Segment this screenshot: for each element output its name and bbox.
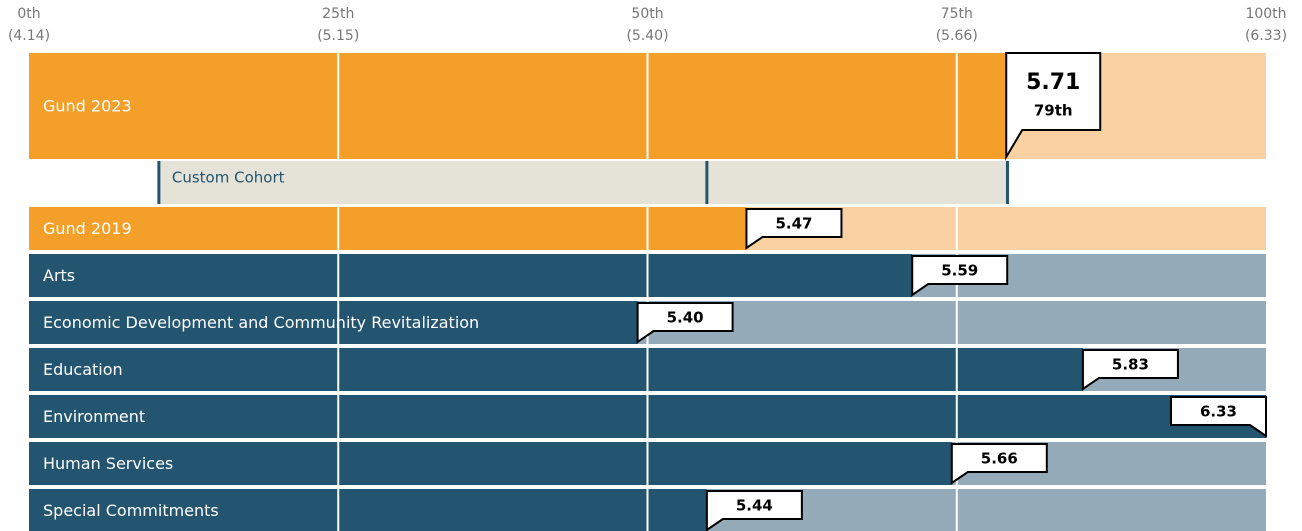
callout-score: 5.83 xyxy=(1112,356,1149,374)
x-tick-label: 0th xyxy=(17,6,40,22)
x-tick-score: (6.33) xyxy=(1245,28,1287,44)
cohort-band xyxy=(158,161,1008,204)
bar xyxy=(29,254,913,297)
x-tick-score: (4.14) xyxy=(8,28,50,44)
x-tick-label: 75th xyxy=(941,6,973,22)
callout-box xyxy=(1081,349,1179,391)
callout-box xyxy=(705,490,803,531)
row-label: Special Commitments xyxy=(43,501,219,520)
callout-score: 5.47 xyxy=(775,215,812,233)
bar xyxy=(29,348,1083,391)
callout-percentile: 79th xyxy=(1034,102,1073,120)
callout-score: 5.44 xyxy=(736,497,773,515)
callout-box xyxy=(1170,396,1267,438)
callout-box xyxy=(911,255,1009,297)
row-label: Gund 2019 xyxy=(43,219,132,238)
bar xyxy=(29,301,638,344)
bar xyxy=(29,489,707,531)
callout-score: 5.66 xyxy=(981,450,1018,468)
row-label: Gund 2023 xyxy=(43,97,132,116)
x-tick-label: 25th xyxy=(322,6,354,22)
callout-box xyxy=(745,208,843,250)
callout-box xyxy=(950,443,1048,485)
bar xyxy=(29,207,747,250)
callout-box xyxy=(636,302,734,344)
row-label: Arts xyxy=(43,266,75,285)
callout-score: 5.71 xyxy=(1026,70,1080,95)
callout-box xyxy=(1005,52,1102,161)
callout-score: 5.40 xyxy=(667,309,704,327)
x-tick-label: 50th xyxy=(631,6,663,22)
row-label: Economic Development and Community Revit… xyxy=(43,313,479,332)
x-tick-label: 100th xyxy=(1245,6,1286,22)
x-tick-score: (5.40) xyxy=(626,28,668,44)
bar xyxy=(29,442,952,485)
cohort-label: Custom Cohort xyxy=(172,169,285,187)
row-label: Environment xyxy=(43,407,145,426)
row-label: Human Services xyxy=(43,454,173,473)
x-tick-score: (5.15) xyxy=(317,28,359,44)
bar xyxy=(29,53,1007,159)
callout-score: 5.59 xyxy=(941,262,978,280)
callout-score: 6.33 xyxy=(1200,403,1237,421)
x-tick-score: (5.66) xyxy=(936,28,978,44)
row-label: Education xyxy=(43,360,123,379)
